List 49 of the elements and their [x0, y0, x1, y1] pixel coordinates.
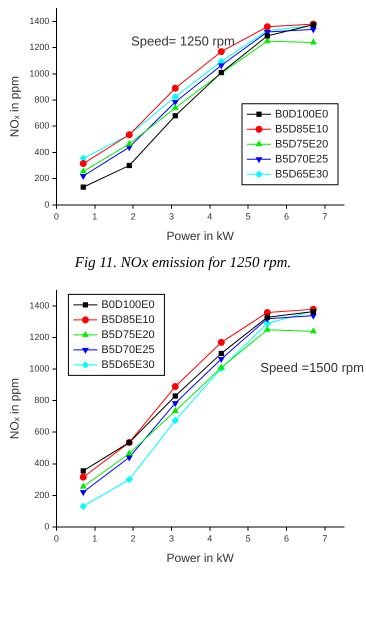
x-tick-label: 1: [92, 534, 98, 544]
x-tick-label: 6: [284, 534, 289, 544]
x-tick-label: 5: [246, 534, 251, 544]
legend-label: B5D70E25: [275, 153, 328, 166]
legend-label: B5D70E25: [101, 344, 155, 356]
x-tick-label: 3: [168, 212, 174, 222]
y-tick-label: 200: [34, 490, 50, 500]
y-tick-label: 1000: [29, 68, 50, 78]
y-tick-label: 400: [34, 458, 50, 468]
y-tick-label: 0: [44, 521, 50, 532]
legend-label: B5D65E30: [101, 358, 155, 371]
caption: Fig 11. NOx emission for 1250 rpm.: [74, 254, 292, 273]
x-tick-label: 3: [168, 534, 174, 544]
x-axis-title: Power in kW: [166, 551, 235, 566]
y-tick-label: 800: [34, 94, 50, 105]
annotation: Speed =1500 rpm: [260, 360, 364, 375]
legend-label: B0D100E0: [101, 298, 155, 311]
x-tick-label: 6: [284, 212, 289, 222]
x-tick-label: 0: [54, 212, 59, 222]
x-tick-label: 7: [322, 212, 328, 222]
x-tick-label: 2: [130, 534, 136, 544]
legend-label: B5D75E20: [101, 328, 155, 341]
legend-label: B5D85E10: [275, 123, 328, 136]
y-tick-label: 1000: [29, 364, 50, 374]
annotation: Speed= 1250 rpm: [131, 33, 235, 48]
x-tick-label: 0: [54, 534, 59, 544]
y-tick-label: 400: [34, 146, 50, 157]
x-tick-label: 2: [130, 212, 136, 222]
y-tick-label: 600: [34, 426, 50, 437]
x-tick-label: 5: [246, 212, 251, 222]
y-tick-label: 200: [34, 173, 50, 184]
legend-label: B5D75E20: [275, 138, 328, 150]
legend-label: B5D85E10: [101, 314, 155, 326]
y-tick-label: 0: [44, 199, 50, 210]
y-axis-title: NOₓ in ppm: [8, 378, 22, 440]
y-tick-label: 1400: [29, 300, 50, 311]
y-axis-title: NOₓ in ppm: [8, 76, 22, 138]
x-tick-label: 4: [207, 534, 212, 544]
x-tick-label: 7: [322, 534, 328, 544]
y-tick-label: 600: [34, 120, 50, 131]
x-tick-label: 4: [207, 212, 212, 222]
y-tick-label: 1200: [29, 332, 50, 342]
x-axis-title: Power in kW: [166, 229, 235, 244]
y-tick-label: 800: [34, 395, 50, 406]
legend-label: B0D100E0: [275, 108, 328, 120]
y-tick-label: 1400: [29, 16, 50, 26]
y-tick-label: 1200: [29, 42, 50, 52]
legend-label: B5D65E30: [275, 168, 328, 180]
x-tick-label: 1: [92, 212, 98, 222]
